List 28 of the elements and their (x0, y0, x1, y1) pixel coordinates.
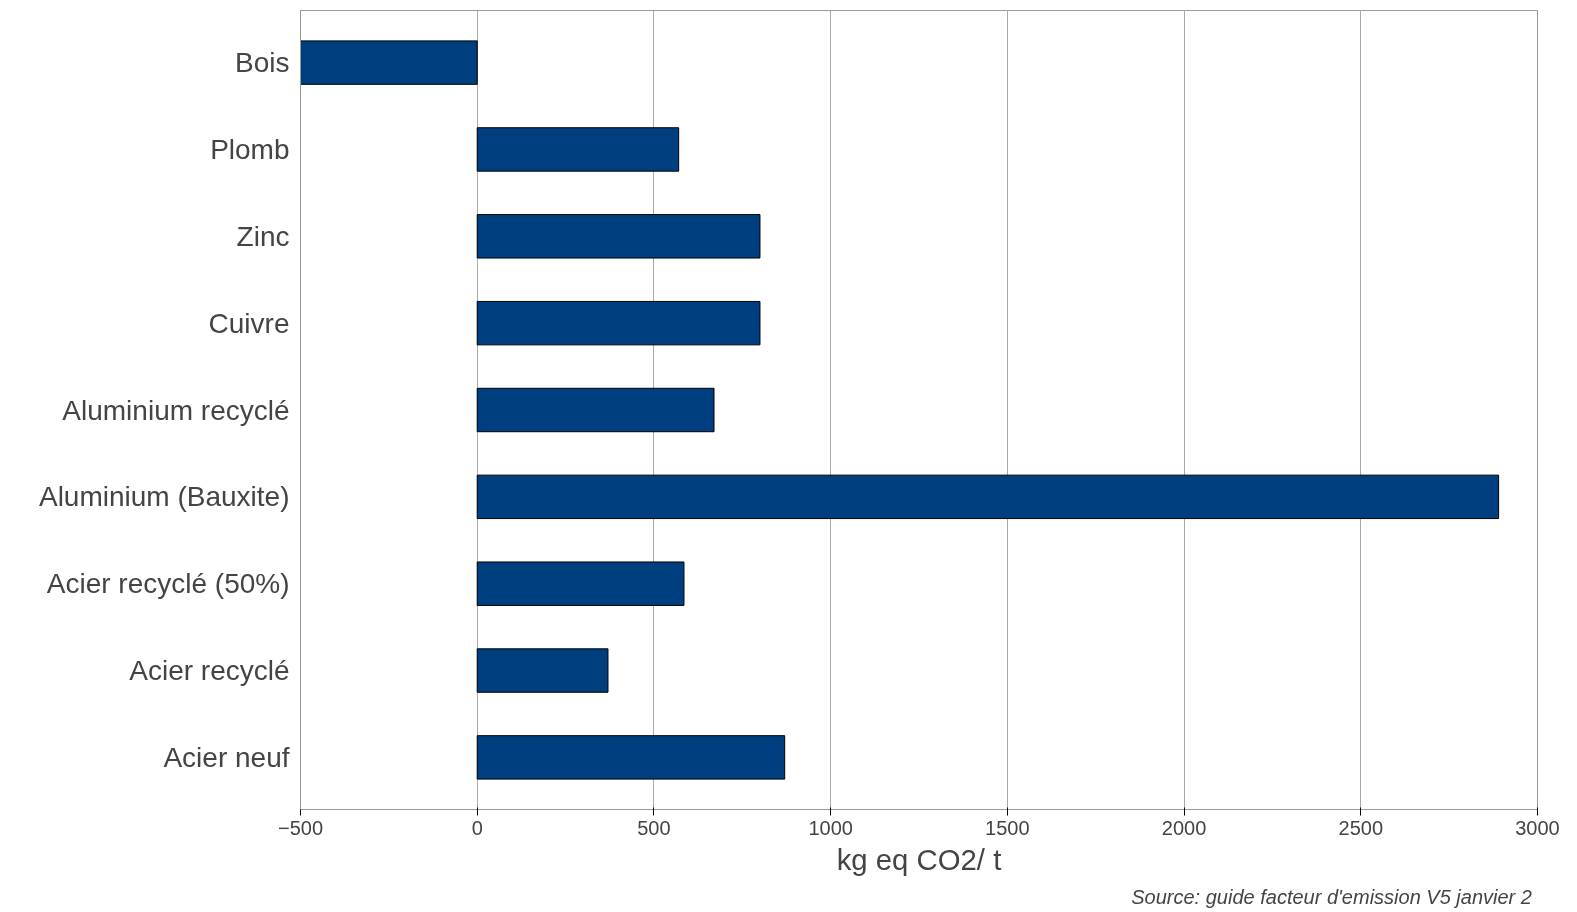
bar (476, 648, 609, 693)
bar (476, 127, 680, 172)
y-tick-label: Acier recyclé (129, 655, 290, 687)
y-tick-label: Bois (235, 47, 290, 79)
x-tick-label: 1000 (808, 816, 853, 839)
x-tick-label: 500 (637, 816, 671, 839)
bar (476, 214, 761, 259)
x-tick-label: 2000 (1161, 816, 1207, 839)
bar (476, 735, 786, 780)
x-tick-label: 2500 (1338, 816, 1384, 839)
y-tick-label: Aluminium (Bauxite) (38, 481, 290, 513)
source-note: Source: guide facteur d'emission V5 janvier 2 (1131, 885, 1532, 908)
bar (476, 561, 685, 606)
bar (476, 474, 1500, 520)
y-tick-label: Acier recyclé (50%) (46, 568, 290, 600)
bar (300, 40, 478, 85)
x-tick-label: −500 (277, 816, 324, 839)
bar (476, 300, 761, 346)
bar (476, 387, 715, 433)
y-tick-label: Acier neuf (163, 741, 290, 773)
y-tick-label: Aluminium recyclé (62, 394, 290, 426)
x-axis-title: kg eq CO2/ t (836, 842, 1002, 876)
y-tick-label: Plomb (210, 133, 290, 165)
y-tick-label: Cuivre (208, 307, 290, 339)
x-tick-label: 0 (471, 816, 483, 839)
y-tick-label: Zinc (236, 220, 290, 252)
x-tick-label: 1500 (985, 816, 1030, 839)
x-tick-label: 3000 (1515, 816, 1560, 839)
